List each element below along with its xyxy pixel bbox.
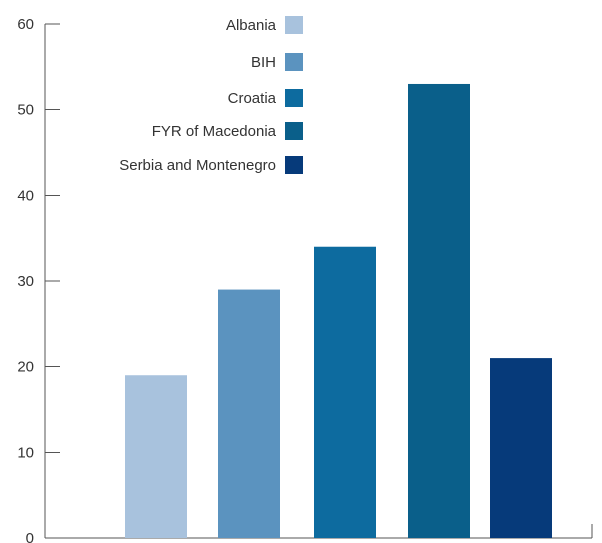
bar-fyr-of-macedonia: [408, 83, 470, 538]
legend: Albania BIH Croatia FYR of Macedonia Serbia …: [119, 16, 303, 174]
legend-label: Albania: [226, 17, 277, 34]
legend-label: BIH: [251, 54, 276, 71]
bar-serbia-and-montenegro: [490, 358, 552, 538]
legend-label: FYR of Macedonia: [152, 123, 277, 140]
y-tick-label: 60: [17, 16, 34, 33]
legend-swatch: [285, 53, 303, 71]
bars: [125, 83, 552, 538]
y-tick-label: 30: [17, 273, 34, 290]
legend-swatch: [285, 122, 303, 140]
y-tick-label: 10: [17, 444, 34, 461]
y-tick-label: 50: [17, 102, 34, 119]
legend-label: Serbia and Montenegro: [119, 157, 276, 174]
bar-bih: [218, 289, 280, 538]
bar-croatia: [314, 246, 376, 538]
legend-swatch: [285, 156, 303, 174]
legend-swatch: [285, 89, 303, 107]
y-tick-label: 0: [26, 530, 34, 543]
y-tick-label: 20: [17, 359, 34, 376]
legend-label: Croatia: [228, 90, 277, 107]
y-tick-label: 40: [17, 187, 34, 204]
legend-swatch: [285, 16, 303, 34]
bar-albania: [125, 375, 187, 538]
